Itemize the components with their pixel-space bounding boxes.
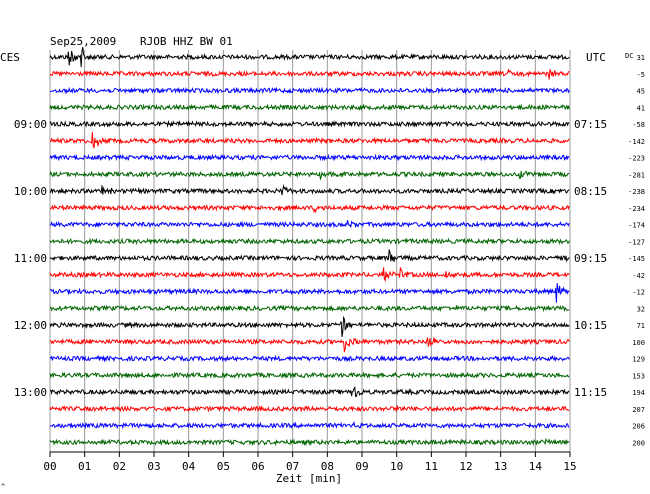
- dc-offset-label: 45: [637, 88, 645, 96]
- dc-offset-label: 200: [632, 439, 645, 447]
- seismic-trace: [49, 437, 570, 447]
- dc-header-label: DC: [625, 52, 633, 60]
- dc-offset-label: 194: [632, 389, 645, 397]
- x-tick-label: 15: [563, 460, 576, 473]
- dc-offset-label: 100: [632, 339, 645, 347]
- seismic-trace: [49, 68, 570, 80]
- seismic-trace: [49, 304, 570, 313]
- dc-offset-label: 207: [632, 406, 645, 414]
- seismic-trace: [49, 86, 570, 95]
- seismic-trace: [49, 203, 570, 214]
- x-tick-label: 07: [286, 460, 299, 473]
- dc-offset-label: -223: [628, 155, 645, 163]
- left-hour-labels: 09:00 10:00 11:00 12:00 13:00: [14, 118, 47, 399]
- right-hour-label: 10:15: [574, 319, 607, 332]
- x-axis: 00 01 02 03 04 05 06 07 08 09 10 11 12 13 14 15: [43, 452, 577, 473]
- seismic-trace: [49, 249, 570, 263]
- dc-offset-label: -142: [628, 138, 645, 146]
- dc-offset-label: 206: [632, 423, 645, 431]
- date-label: Sep25,2009: [50, 35, 116, 48]
- seismic-trace: [49, 170, 570, 181]
- right-hour-label: 11:15: [574, 386, 607, 399]
- left-hour-label: 12:00: [14, 319, 47, 332]
- x-tick-label: 09: [355, 460, 368, 473]
- dc-offset-label: 32: [637, 305, 645, 313]
- dc-offset-label: -238: [628, 188, 645, 196]
- right-timezone-label: UTC: [586, 51, 606, 64]
- dc-offset-label: -12: [632, 289, 645, 297]
- seismic-trace: [49, 184, 570, 196]
- dc-offset-label: -234: [628, 205, 645, 213]
- x-tick-label: 04: [182, 460, 196, 473]
- left-hour-label: 13:00: [14, 386, 47, 399]
- left-hour-label: 10:00: [14, 185, 47, 198]
- dc-offset-label: -145: [628, 255, 645, 263]
- station-label: RJOB HHZ BW 01: [140, 35, 233, 48]
- dc-offset-label: 129: [632, 356, 645, 364]
- seismic-trace: [50, 220, 570, 229]
- seismic-trace: [49, 267, 570, 283]
- right-hour-labels: 07:15 08:15 09:15 10:15 11:15: [574, 118, 607, 399]
- x-tick-label: 10: [390, 460, 403, 473]
- dc-offset-label: 71: [637, 322, 645, 330]
- x-tick-label: 14: [529, 460, 543, 473]
- right-hour-label: 09:15: [574, 252, 607, 265]
- seismic-trace: [49, 237, 570, 246]
- seismic-trace: [49, 283, 570, 303]
- dc-offset-label: -42: [632, 272, 645, 280]
- x-tick-label: 01: [78, 460, 91, 473]
- x-tick-label: 06: [251, 460, 264, 473]
- dc-offset-label: -174: [628, 222, 645, 230]
- seismic-trace: [49, 46, 570, 68]
- x-tick-label: 02: [113, 460, 126, 473]
- x-axis-title: Zeit [min]: [276, 472, 342, 485]
- dc-offset-labels: 31 -5 45 41 -58 -142 -223 -281 -238 -234 -174 -127 -…: [628, 54, 645, 447]
- left-hour-label: 09:00: [14, 118, 47, 131]
- seismic-trace: [49, 103, 570, 112]
- dc-offset-label: -281: [628, 171, 645, 179]
- dc-offset-label: 153: [632, 372, 645, 380]
- dc-offset-label: -127: [628, 238, 645, 246]
- x-tick-label: 05: [217, 460, 230, 473]
- seismic-trace: [49, 371, 570, 380]
- grid-lines: [49, 50, 571, 453]
- seismic-trace: [49, 354, 570, 363]
- dc-offset-label: -58: [632, 121, 645, 129]
- seismic-trace: [49, 404, 570, 413]
- x-tick-label: 08: [321, 460, 334, 473]
- right-hour-label: 08:15: [574, 185, 607, 198]
- seismic-trace: [49, 315, 570, 337]
- x-tick-label: 03: [147, 460, 160, 473]
- seismic-trace: [49, 131, 570, 149]
- corner-mark: ^: [1, 483, 5, 491]
- left-hour-label: 11:00: [14, 252, 47, 265]
- trace-group: [49, 46, 570, 447]
- x-tick-label: 00: [43, 460, 56, 473]
- seismic-trace: [49, 153, 570, 162]
- seismic-trace: [49, 337, 570, 353]
- seismic-trace: [49, 119, 570, 128]
- right-hour-label: 07:15: [574, 118, 607, 131]
- dc-offset-label: 31: [637, 54, 645, 62]
- seismic-trace: [49, 420, 570, 430]
- seismic-trace: [49, 386, 570, 398]
- x-tick-label: 12: [459, 460, 472, 473]
- x-tick-label: 11: [425, 460, 438, 473]
- dc-offset-label: -5: [637, 71, 645, 79]
- x-tick-label: 13: [494, 460, 507, 473]
- dc-offset-label: 41: [637, 104, 645, 112]
- left-timezone-label: CES: [0, 51, 20, 64]
